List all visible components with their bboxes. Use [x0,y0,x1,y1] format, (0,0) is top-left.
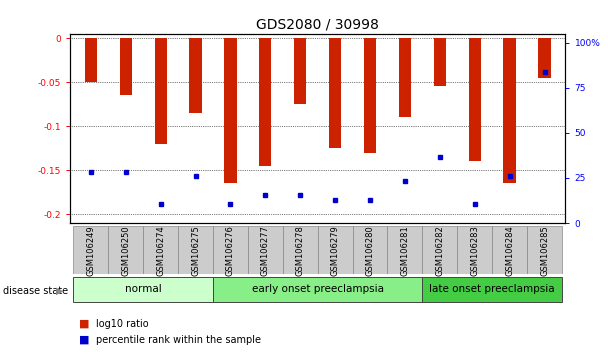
Bar [74,225,108,274]
Bar [213,225,248,274]
Bar [154,38,167,144]
Bar [457,225,492,274]
Bar [423,225,457,274]
Text: early onset preeclampsia: early onset preeclampsia [252,284,384,295]
Bar [387,225,423,274]
Bar [178,225,213,274]
Text: GSM106250: GSM106250 [121,225,130,275]
Text: GSM106279: GSM106279 [331,225,340,276]
Bar [120,38,132,95]
Text: GSM106285: GSM106285 [540,225,549,276]
Text: GSM106284: GSM106284 [505,225,514,276]
Bar [503,38,516,183]
Text: percentile rank within the sample: percentile rank within the sample [96,335,261,345]
Bar [108,225,143,274]
Text: GSM106276: GSM106276 [226,225,235,276]
Title: GDS2080 / 30998: GDS2080 / 30998 [256,17,379,31]
Text: GSM106282: GSM106282 [435,225,444,276]
Bar [423,277,562,302]
Text: GSM106274: GSM106274 [156,225,165,276]
Bar [74,277,213,302]
Bar [492,225,527,274]
Text: ▶: ▶ [56,286,63,296]
Text: late onset preeclampsia: late onset preeclampsia [429,284,555,295]
Bar [224,38,237,183]
Text: GSM106277: GSM106277 [261,225,270,276]
Text: ■: ■ [79,319,89,329]
Bar [469,38,481,161]
Bar [143,225,178,274]
Bar [294,38,306,104]
Bar [353,225,387,274]
Text: GSM106275: GSM106275 [191,225,200,276]
Bar [248,225,283,274]
Bar [329,38,341,148]
Text: ■: ■ [79,335,89,345]
Bar [190,38,202,113]
Text: GSM106280: GSM106280 [365,225,375,276]
Text: normal: normal [125,284,162,295]
Bar [364,38,376,153]
Bar [85,38,97,82]
Text: disease state: disease state [3,286,68,296]
Text: GSM106249: GSM106249 [86,225,95,275]
Bar [259,38,271,166]
Bar [539,38,551,78]
Bar [434,38,446,86]
Bar [399,38,411,117]
Text: log10 ratio: log10 ratio [96,319,149,329]
Text: GSM106278: GSM106278 [295,225,305,276]
Text: GSM106283: GSM106283 [470,225,479,276]
Bar [213,277,423,302]
Bar [283,225,317,274]
Text: GSM106281: GSM106281 [401,225,409,276]
Bar [317,225,353,274]
Bar [527,225,562,274]
